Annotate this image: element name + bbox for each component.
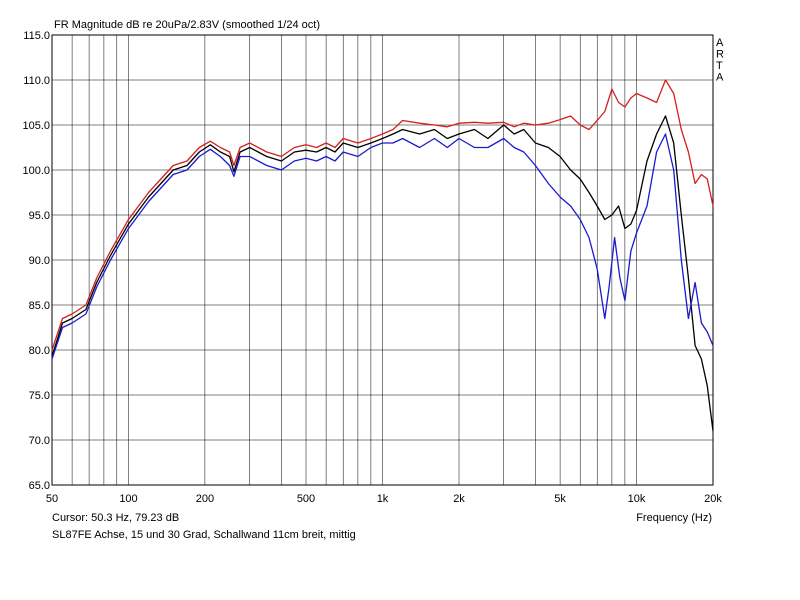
cursor-readout: Cursor: 50.3 Hz, 79.23 dB bbox=[52, 512, 179, 524]
x-tick-label: 2k bbox=[453, 493, 465, 505]
y-tick-label: 90.0 bbox=[29, 255, 50, 267]
x-tick-label: 1k bbox=[377, 493, 389, 505]
x-axis-label: Frequency (Hz) bbox=[636, 512, 712, 524]
y-tick-label: 75.0 bbox=[29, 390, 50, 402]
y-tick-label: 100.0 bbox=[22, 165, 50, 177]
x-tick-label: 10k bbox=[628, 493, 646, 505]
chart-caption: SL87FE Achse, 15 und 30 Grad, Schallwand… bbox=[52, 529, 356, 541]
plot-frame bbox=[51, 34, 714, 486]
x-tick-label: 200 bbox=[196, 493, 214, 505]
y-tick-label: 105.0 bbox=[22, 120, 50, 132]
series-line-blue bbox=[51, 133, 714, 360]
tick-label-layer: 65.0 70.0 75.0 80.0 85.0 90.0 95.0 100.0 105.0 11… bbox=[22, 30, 722, 505]
x-tick-label: 50 bbox=[46, 493, 58, 505]
y-tick-label: 70.0 bbox=[29, 435, 50, 447]
x-tick-label: 20k bbox=[704, 493, 722, 505]
x-tick-label: 5k bbox=[554, 493, 566, 505]
series-line-black bbox=[51, 115, 714, 432]
y-tick-label: 65.0 bbox=[29, 480, 50, 492]
series-layer bbox=[51, 79, 714, 432]
chart-grid bbox=[52, 35, 713, 485]
y-tick-label: 95.0 bbox=[29, 210, 50, 222]
y-tick-label: 110.0 bbox=[23, 75, 50, 87]
y-tick-label: 115.0 bbox=[23, 30, 50, 42]
x-tick-label: 100 bbox=[119, 493, 137, 505]
y-tick-label: 85.0 bbox=[29, 300, 50, 312]
x-tick-label: 500 bbox=[297, 493, 315, 505]
series-line-red bbox=[51, 79, 714, 351]
y-tick-label: 80.0 bbox=[29, 345, 50, 357]
chart-title: FR Magnitude dB re 20uPa/2.83V (smoothed… bbox=[54, 19, 320, 31]
